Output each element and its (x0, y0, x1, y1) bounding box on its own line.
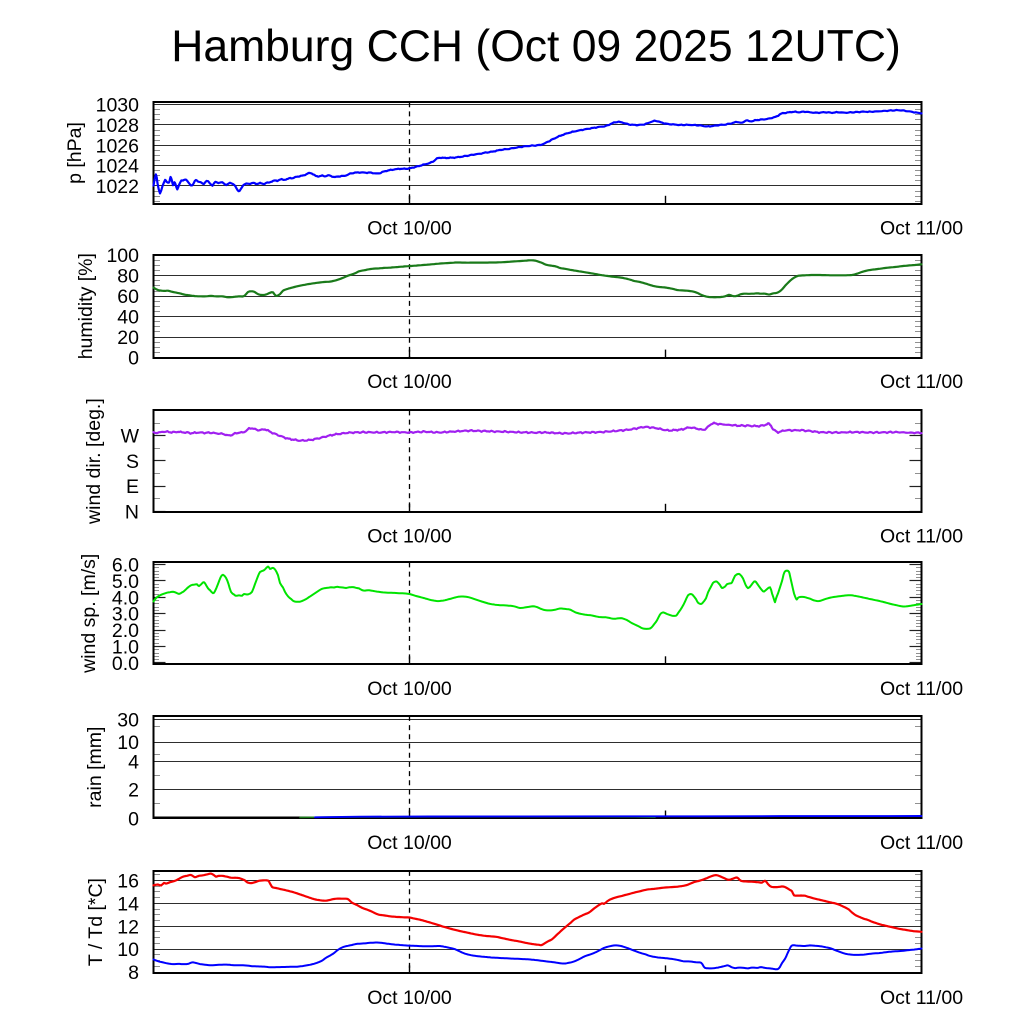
svg-text:0.0: 0.0 (112, 653, 139, 675)
svg-text:1022: 1022 (96, 176, 139, 198)
svg-text:rain [mm]: rain [mm] (84, 727, 106, 808)
svg-text:1.0: 1.0 (112, 637, 139, 659)
svg-text:p [hPa]: p [hPa] (64, 122, 86, 184)
svg-text:Oct 11/00: Oct 11/00 (880, 525, 963, 547)
svg-text:5.0: 5.0 (112, 571, 139, 593)
svg-text:wind sp. [m/s]: wind sp. [m/s] (78, 554, 100, 674)
svg-text:1028: 1028 (96, 115, 139, 137)
svg-text:Oct 11/00: Oct 11/00 (880, 832, 963, 854)
svg-text:100: 100 (106, 245, 139, 267)
svg-text:Hamburg CCH (Oct 09 2025 12UTC: Hamburg CCH (Oct 09 2025 12UTC) (171, 22, 901, 71)
svg-text:Oct 10/00: Oct 10/00 (367, 371, 452, 393)
svg-text:4.0: 4.0 (112, 587, 139, 609)
svg-text:Oct 10/00: Oct 10/00 (367, 987, 452, 1009)
svg-text:Oct 11/00: Oct 11/00 (880, 217, 963, 239)
svg-text:humidity [%]: humidity [%] (75, 253, 97, 359)
svg-text:Oct 10/00: Oct 10/00 (367, 678, 452, 700)
svg-text:Oct 10/00: Oct 10/00 (367, 525, 452, 547)
svg-text:2.0: 2.0 (112, 620, 139, 642)
svg-text:1024: 1024 (96, 156, 140, 178)
svg-text:10: 10 (117, 732, 139, 754)
svg-text:3.0: 3.0 (112, 604, 139, 626)
svg-text:40: 40 (117, 307, 139, 329)
svg-text:S: S (126, 451, 139, 473)
svg-text:Oct 11/00: Oct 11/00 (880, 371, 963, 393)
svg-text:6.0: 6.0 (112, 555, 139, 577)
svg-text:Oct 11/00: Oct 11/00 (880, 678, 963, 700)
svg-text:N: N (125, 502, 139, 524)
svg-text:8: 8 (128, 962, 139, 984)
svg-text:4: 4 (128, 752, 139, 774)
svg-text:60: 60 (117, 286, 139, 308)
svg-text:80: 80 (117, 266, 139, 288)
svg-text:16: 16 (117, 870, 139, 892)
svg-text:0: 0 (128, 348, 139, 370)
svg-text:W: W (121, 426, 140, 448)
svg-text:2: 2 (128, 780, 139, 802)
svg-text:30: 30 (117, 709, 139, 731)
svg-text:14: 14 (117, 893, 139, 915)
svg-text:1030: 1030 (96, 95, 140, 117)
svg-text:20: 20 (117, 327, 139, 349)
svg-text:10: 10 (117, 939, 139, 961)
svg-text:12: 12 (117, 916, 139, 938)
svg-text:Oct 10/00: Oct 10/00 (367, 832, 452, 854)
svg-text:Oct 11/00: Oct 11/00 (880, 987, 963, 1009)
svg-text:E: E (126, 476, 139, 498)
svg-text:Oct 10/00: Oct 10/00 (367, 217, 452, 239)
svg-text:wind dir. [deg.]: wind dir. [deg.] (83, 398, 105, 525)
svg-text:T / Td [*C]: T / Td [*C] (85, 878, 107, 966)
svg-text:1026: 1026 (96, 135, 139, 157)
svg-text:0: 0 (128, 809, 139, 831)
